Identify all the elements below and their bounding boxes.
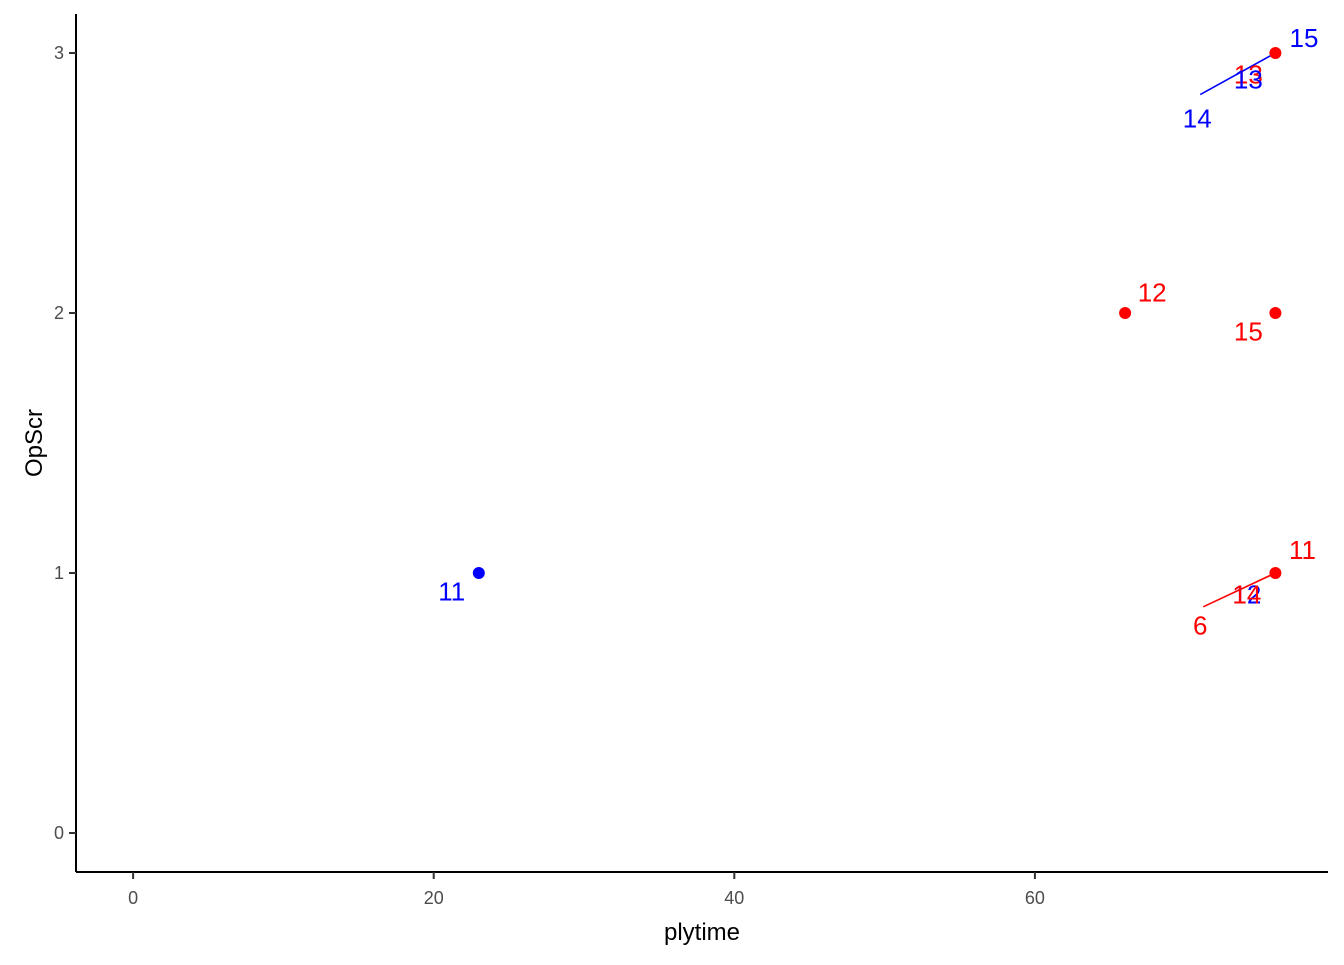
point-label: 15	[1234, 317, 1263, 347]
point-label: 12	[1232, 579, 1261, 609]
point-label: 13	[1234, 64, 1263, 94]
label-connector	[1202, 572, 1276, 608]
point-label: 6	[1193, 610, 1207, 640]
x-axis-title: plytime	[664, 919, 740, 946]
label-connector	[1199, 52, 1276, 96]
x-tick-label: 60	[1025, 888, 1045, 908]
data-point	[1269, 307, 1282, 319]
y-axis-title: OpScr	[21, 409, 48, 477]
point-label: 14	[1183, 103, 1212, 133]
data-point	[1269, 47, 1282, 59]
point-label: 14	[1232, 579, 1261, 609]
data-point	[1269, 567, 1282, 579]
point-label: 15	[1289, 23, 1318, 53]
point-label: 11	[1289, 535, 1316, 565]
data-point	[1119, 307, 1132, 319]
point-label: 13	[1234, 59, 1263, 89]
ticks-layer: 0 20 40 60 0 1 2 3	[54, 43, 1045, 908]
y-tick-label: 0	[54, 823, 64, 843]
y-tick-label: 3	[54, 43, 64, 63]
points-layer	[472, 47, 1282, 579]
x-tick-label: 40	[724, 888, 744, 908]
y-tick-label: 2	[54, 303, 64, 323]
data-point	[472, 567, 485, 579]
segments-layer	[1199, 52, 1276, 608]
axes-layer	[75, 14, 1328, 873]
point-label: 12	[1138, 278, 1167, 308]
x-tick-label: 20	[424, 888, 444, 908]
x-tick-label: 0	[128, 888, 138, 908]
point-label: 11	[438, 577, 465, 607]
y-tick-label: 1	[54, 563, 64, 583]
